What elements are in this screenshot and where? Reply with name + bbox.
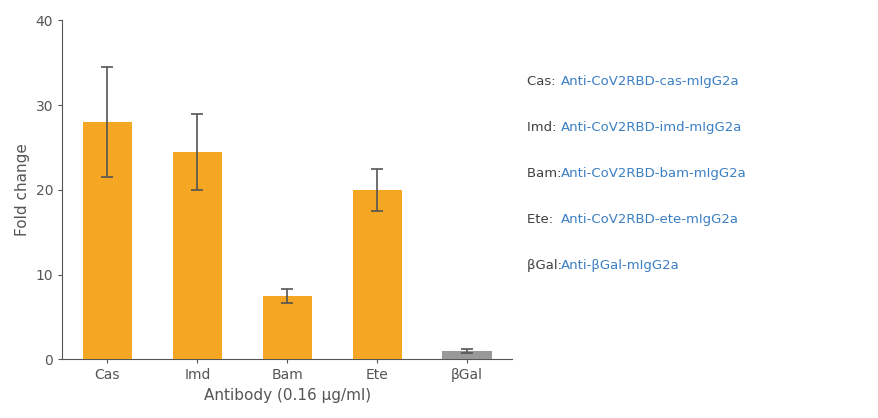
Text: Cas:: Cas:: [527, 75, 559, 88]
Bar: [172, 152, 222, 359]
Y-axis label: Fold change: Fold change: [15, 143, 30, 237]
Text: Ete:: Ete:: [527, 213, 558, 226]
Bar: [83, 122, 132, 359]
Text: Anti-CoV2RBD-imd-mIgG2a: Anti-CoV2RBD-imd-mIgG2a: [560, 121, 741, 134]
Text: βGal:: βGal:: [527, 259, 566, 272]
Bar: [263, 296, 312, 359]
Bar: [442, 351, 492, 359]
Bar: [352, 190, 401, 359]
Text: Anti-βGal-mIgG2a: Anti-βGal-mIgG2a: [560, 259, 679, 272]
Text: Anti-CoV2RBD-ete-mIgG2a: Anti-CoV2RBD-ete-mIgG2a: [560, 213, 738, 226]
Text: Bam:: Bam:: [527, 167, 565, 180]
Text: Anti-CoV2RBD-cas-mIgG2a: Anti-CoV2RBD-cas-mIgG2a: [560, 75, 738, 88]
X-axis label: Antibody (0.16 μg/ml): Antibody (0.16 μg/ml): [204, 388, 371, 403]
Text: Imd:: Imd:: [527, 121, 560, 134]
Text: Anti-CoV2RBD-bam-mIgG2a: Anti-CoV2RBD-bam-mIgG2a: [560, 167, 745, 180]
